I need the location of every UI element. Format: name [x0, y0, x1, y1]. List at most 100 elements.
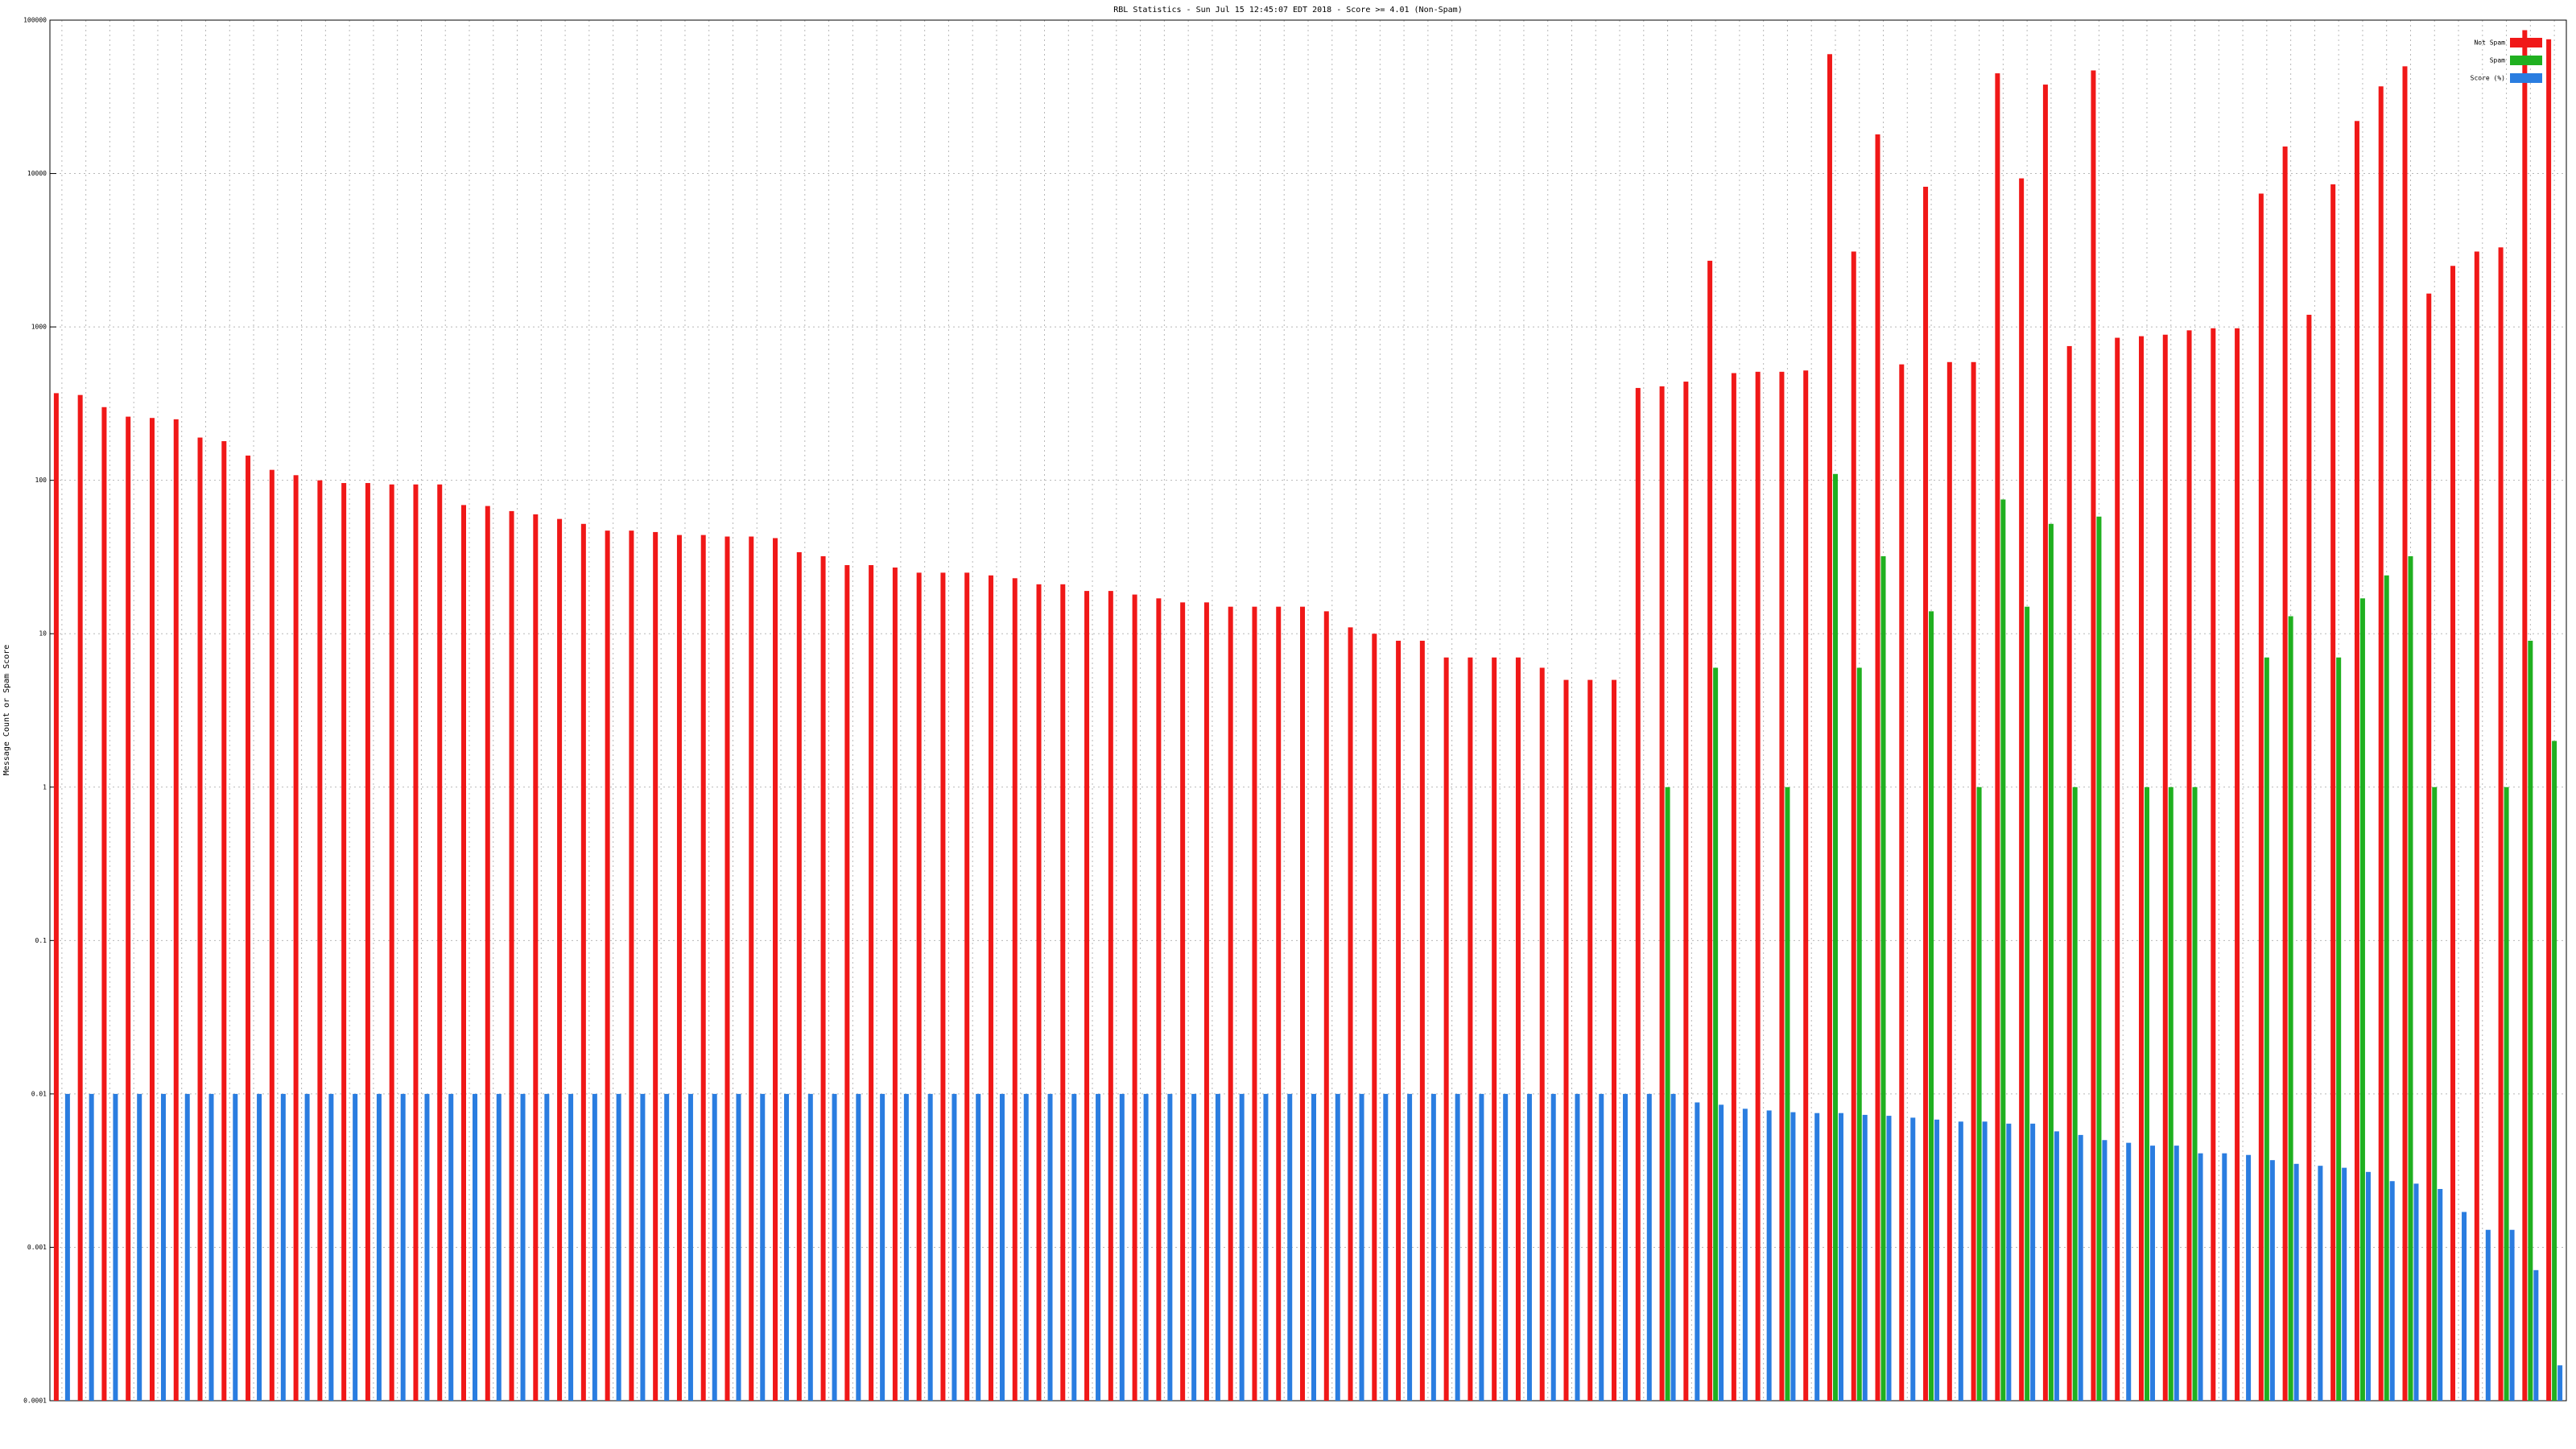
bar: [53, 393, 59, 1401]
bar: [1713, 667, 1719, 1401]
bar: [1359, 1093, 1364, 1401]
bar: [389, 484, 394, 1401]
bar: [880, 1093, 886, 1401]
bar: [629, 530, 634, 1401]
bar: [927, 1093, 933, 1401]
bar: [2336, 657, 2342, 1401]
bar: [2432, 786, 2438, 1401]
bar: [1276, 606, 1282, 1401]
y-tick-label: 0.001: [27, 1244, 47, 1251]
bar: [2006, 1123, 2012, 1401]
bar: [2019, 178, 2025, 1402]
y-tick-label: 10000: [27, 170, 47, 177]
bar: [2264, 657, 2269, 1401]
bar: [485, 506, 490, 1401]
bar: [1203, 602, 1209, 1401]
bar: [1587, 679, 1593, 1401]
bar: [233, 1093, 238, 1401]
bar: [676, 535, 682, 1401]
bar: [1785, 786, 1790, 1401]
bar: [1923, 186, 1929, 1402]
bar: [1515, 657, 1521, 1401]
bar: [1563, 679, 1569, 1401]
bar: [2384, 575, 2389, 1401]
bar: [1862, 1114, 1868, 1401]
bar: [269, 469, 275, 1401]
bar: [557, 518, 563, 1401]
bar: [1731, 373, 1736, 1401]
bar: [1239, 1093, 1245, 1401]
bar: [2048, 523, 2054, 1401]
bar: [2342, 1167, 2347, 1401]
bar: [653, 531, 658, 1401]
bar: [616, 1093, 621, 1401]
bar: [2054, 1131, 2059, 1401]
bar: [2413, 1183, 2419, 1401]
bar: [2474, 251, 2479, 1402]
bar: [832, 1093, 837, 1401]
bar: [1707, 260, 1713, 1401]
bar: [940, 572, 946, 1401]
bar: [160, 1093, 166, 1401]
bar: [365, 483, 370, 1402]
bar: [796, 551, 802, 1401]
bar: [2186, 330, 2192, 1402]
bar: [2293, 1163, 2299, 1401]
bar: [304, 1093, 310, 1401]
bar: [749, 536, 754, 1402]
bar: [126, 416, 131, 1401]
bar: [1814, 1113, 1820, 1401]
y-tick-label: 0.01: [31, 1090, 47, 1097]
bar: [1060, 584, 1066, 1401]
bar: [988, 575, 993, 1401]
bar: [1755, 371, 1761, 1402]
bar: [197, 437, 203, 1402]
bar: [2030, 1123, 2036, 1401]
bar: [568, 1093, 574, 1401]
legend-label: Spam: [2490, 57, 2505, 64]
bar: [2450, 266, 2456, 1401]
bar: [376, 1093, 382, 1401]
bar: [2072, 786, 2078, 1401]
bar: [1023, 1093, 1029, 1401]
legend-swatch: [2510, 56, 2542, 65]
bar: [520, 1093, 526, 1401]
bar: [2504, 786, 2509, 1401]
bar: [1096, 1093, 1101, 1401]
y-tick-label: 0.0001: [23, 1397, 47, 1405]
bar: [1215, 1093, 1220, 1401]
bar: [1143, 1093, 1149, 1401]
bar: [1503, 1093, 1509, 1401]
y-tick-label: 10: [39, 630, 47, 638]
bar: [844, 565, 850, 1401]
bar: [2174, 1146, 2179, 1401]
bar: [533, 514, 539, 1401]
bar: [2462, 1212, 2467, 1401]
bar: [1875, 134, 1880, 1401]
bar: [1287, 1093, 1293, 1401]
y-tick-label: 1: [43, 783, 47, 791]
bar: [1971, 361, 1976, 1402]
bar: [2485, 1229, 2491, 1401]
bar: [113, 1093, 118, 1401]
bar: [184, 1093, 190, 1401]
bar: [1191, 1093, 1197, 1401]
bar: [2330, 184, 2336, 1402]
bar: [2192, 786, 2198, 1401]
bar: [424, 1093, 430, 1401]
bar: [293, 475, 299, 1401]
bar: [664, 1093, 670, 1401]
bar: [1119, 1093, 1125, 1401]
bar: [1683, 382, 1689, 1401]
bar: [1108, 591, 1113, 1401]
bar: [773, 538, 778, 1401]
bar: [1383, 1093, 1389, 1401]
bar: [1929, 611, 1934, 1401]
bar: [173, 419, 179, 1402]
bar: [2126, 1142, 2132, 1401]
chart-title: RBL Statistics - Sun Jul 15 12:45:07 EDT…: [1113, 6, 1462, 14]
bar: [246, 455, 251, 1401]
bar: [1856, 667, 1862, 1401]
bar: [1880, 555, 1886, 1401]
